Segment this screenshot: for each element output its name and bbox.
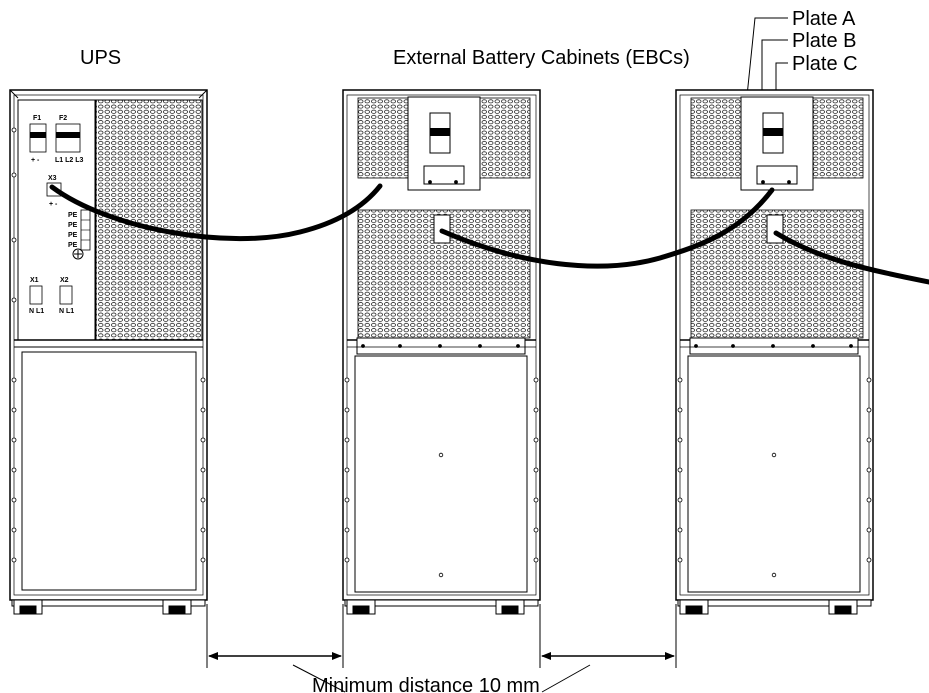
f2-terminals-label: L1 L2 L3	[55, 157, 84, 164]
ups-feet	[11, 599, 206, 615]
x1-terminals-label: N L1	[29, 308, 44, 315]
x2-terminal	[59, 285, 73, 305]
ups-connection-panel: F1 + - F2 L1 L2 L3 X3 + - PE PE PE PE X1…	[29, 115, 91, 315]
ebc1-plate-b	[423, 165, 465, 185]
ebc2-plate-b	[756, 165, 798, 185]
cable-ups-to-ebc1	[49, 183, 383, 242]
min-distance-label: Minimum distance 10 mm	[312, 675, 540, 693]
battery-cables	[49, 183, 929, 285]
x2-label: X2	[60, 277, 69, 284]
pe-label-2: PE	[68, 222, 78, 229]
ups-screws	[11, 127, 206, 563]
ebc2-plate-c	[766, 214, 784, 244]
ups-label: UPS	[80, 47, 121, 69]
cable-ebc2-outgoing	[773, 230, 929, 285]
ebc2-feet	[677, 599, 872, 615]
distance-indicators	[206, 604, 677, 693]
x1-terminal	[29, 285, 43, 305]
f1-terminals-label: + -	[31, 157, 40, 164]
ebcs-label: External Battery Cabinets (EBCs)	[393, 47, 690, 69]
plate-a-leader	[746, 17, 788, 97]
x2-terminals-label: N L1	[59, 308, 74, 315]
ebc2-screws	[677, 180, 872, 578]
ups-vent-grille	[95, 99, 203, 341]
ebc1-screws	[344, 180, 539, 578]
x3-terminals-label: + -	[49, 201, 58, 208]
plate-a-label: Plate A	[792, 8, 856, 30]
f2-label: F2	[59, 115, 67, 122]
x3-label: X3	[48, 175, 57, 182]
f1-label: F1	[33, 115, 41, 122]
ebc1-feet	[344, 599, 539, 615]
ground-icon	[72, 248, 84, 260]
plate-c-label: Plate C	[792, 53, 858, 75]
x1-label: X1	[30, 277, 39, 284]
ups-cabinet	[9, 89, 208, 601]
pe-label-4: PE	[68, 242, 78, 249]
pe-label-1: PE	[68, 212, 78, 219]
plate-b-label: Plate B	[792, 30, 856, 52]
pe-label-3: PE	[68, 232, 78, 239]
cable-ebc1-to-ebc2	[439, 187, 775, 269]
